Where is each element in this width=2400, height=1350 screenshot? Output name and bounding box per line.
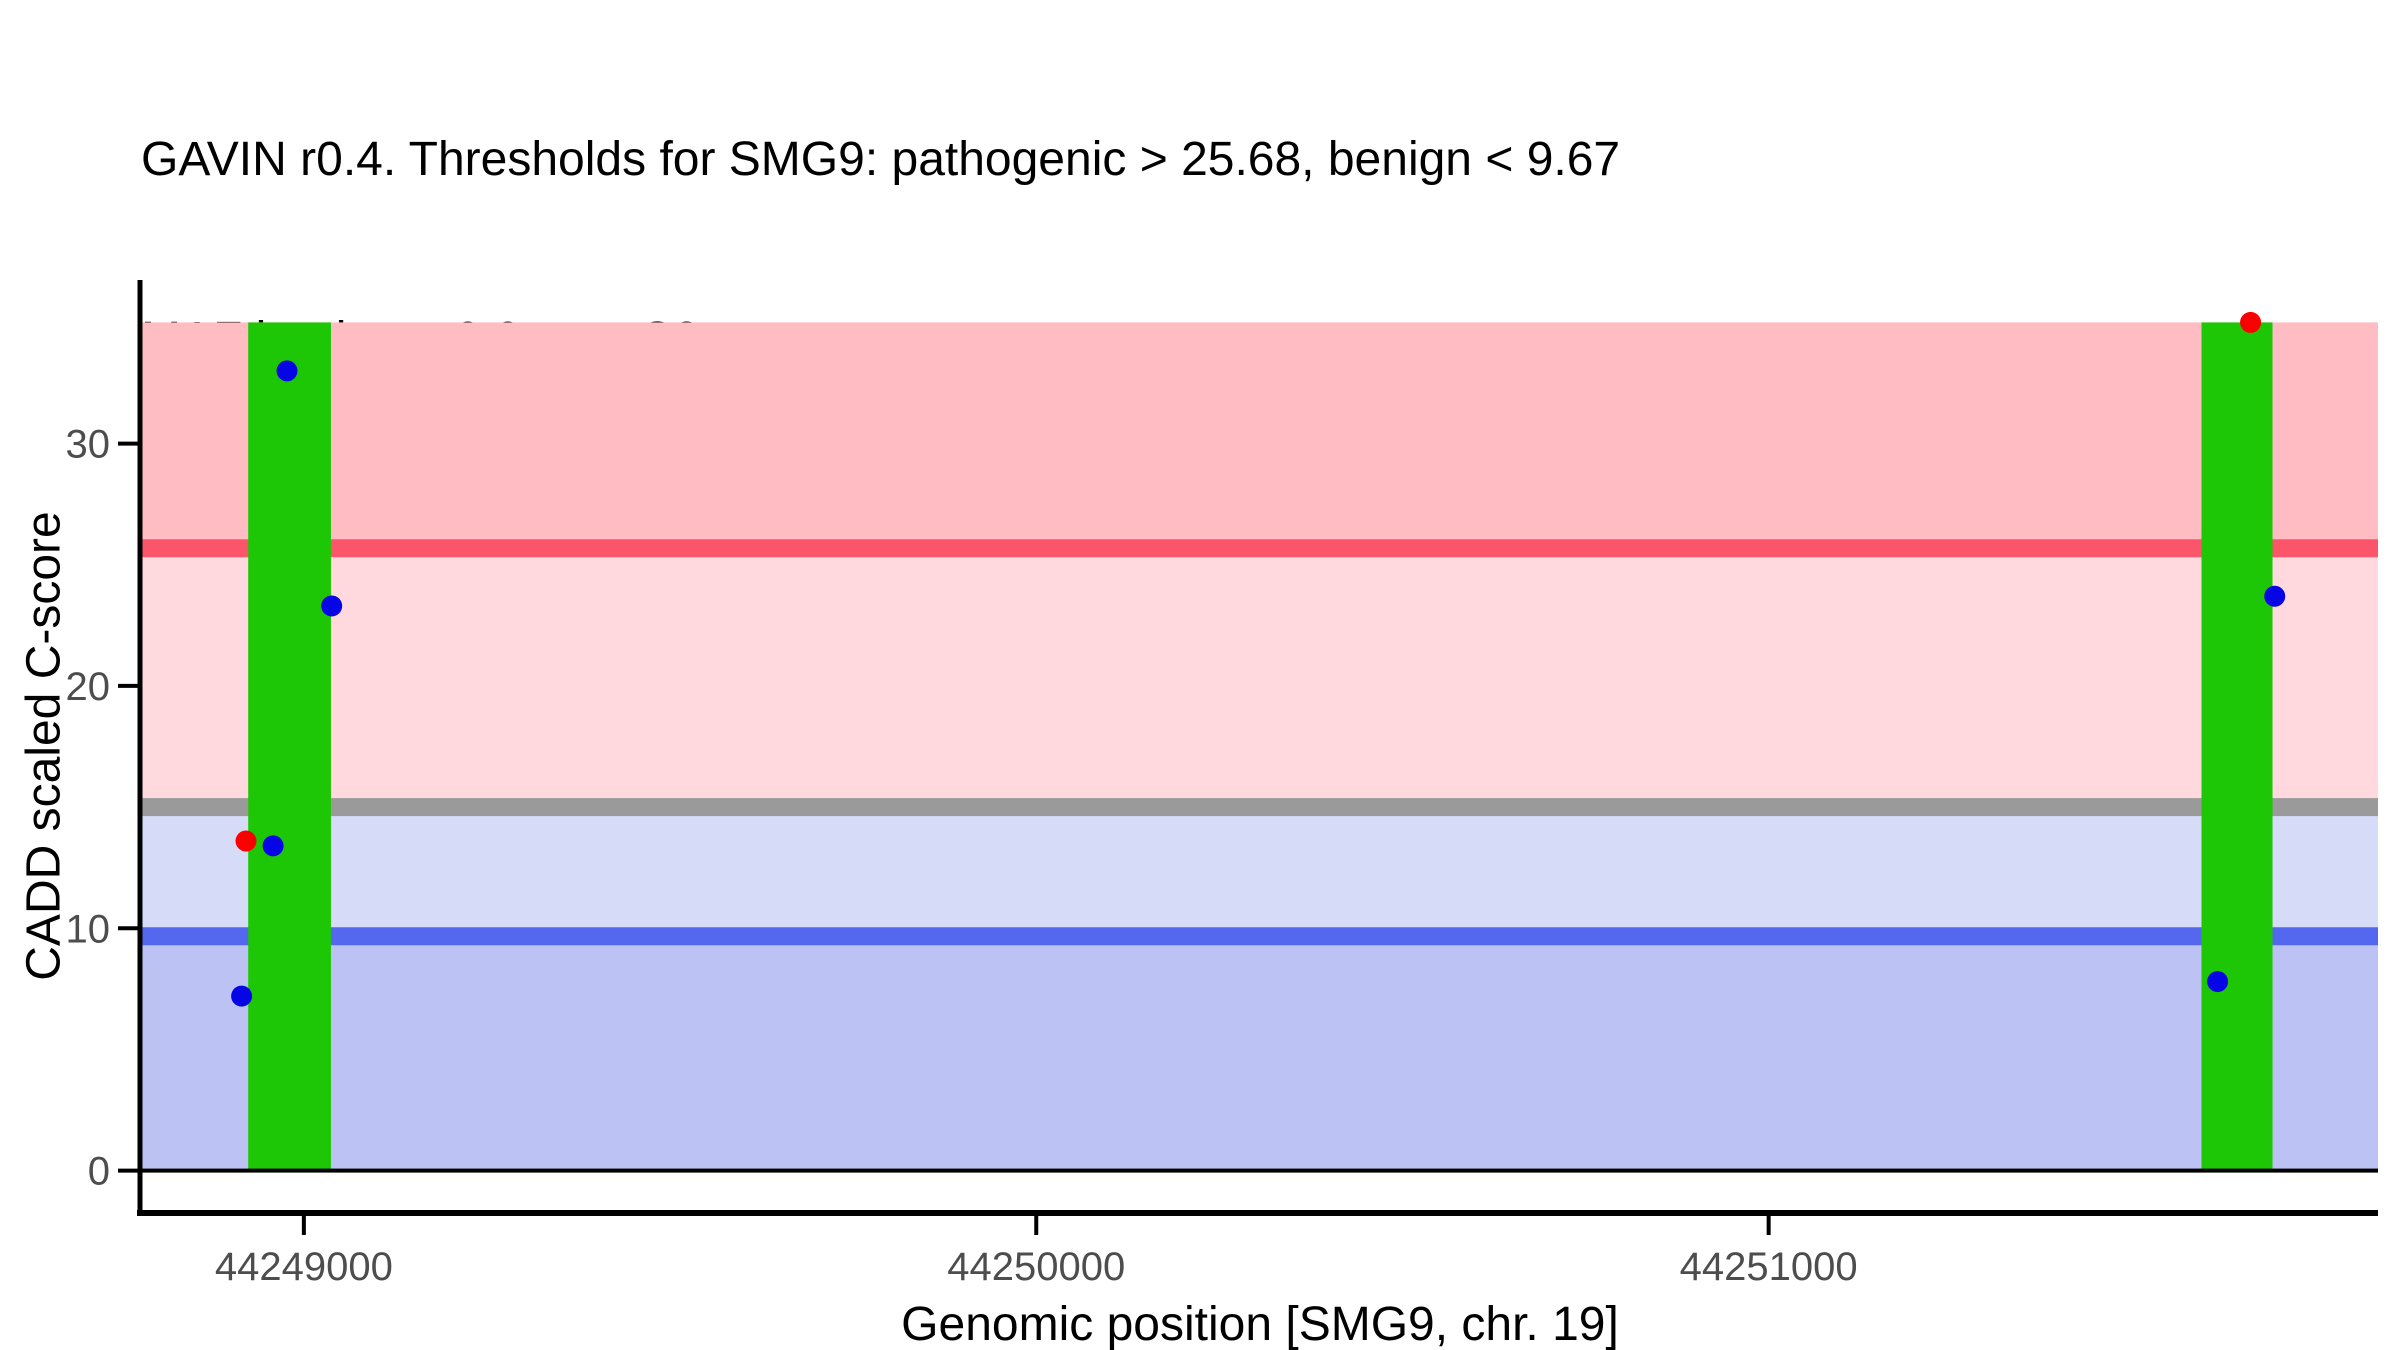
y-tick-label: 30 xyxy=(66,423,111,467)
x-tick-label: 44249000 xyxy=(215,1245,393,1289)
variant-point-gnomad xyxy=(321,595,343,617)
genome-wide-fallback-threshold-line xyxy=(142,798,2378,817)
exon-bar xyxy=(248,322,331,1171)
exon-bar xyxy=(2201,322,2273,1171)
band-likely-benign-zone xyxy=(142,807,2378,937)
band-likely-pathogenic-zone xyxy=(142,548,2378,808)
y-tick-label: 20 xyxy=(66,665,111,709)
variant-point-gnomad xyxy=(2207,971,2229,993)
title-line-1: GAVIN r0.4. Thresholds for SMG9: pathoge… xyxy=(141,133,1621,186)
variant-point-gnomad xyxy=(2264,585,2286,607)
variant-point-gnomad xyxy=(231,985,253,1007)
plot-panel: 44249000 44250000 44251000 0 10 20 30 xyxy=(66,280,2378,1289)
x-axis-title: Genomic position [SMG9, chr. 19] xyxy=(901,1298,1619,1350)
y-tick-label: 10 xyxy=(66,907,111,951)
benign-threshold-line xyxy=(142,927,2378,946)
x-tick-label: 44251000 xyxy=(1680,1245,1858,1289)
band-pathogenic-zone xyxy=(142,322,2378,549)
y-tick-label: 0 xyxy=(88,1150,110,1194)
y-axis-title: CADD scaled C-score xyxy=(17,511,71,981)
zero-baseline xyxy=(142,1168,2378,1173)
band-benign-zone xyxy=(142,936,2378,1171)
pathogenic-threshold-line xyxy=(142,539,2378,558)
variant-point-clinvar xyxy=(235,830,257,852)
variant-point-gnomad xyxy=(276,360,298,382)
variant-point-gnomad xyxy=(262,835,284,857)
x-tick-label: 44250000 xyxy=(947,1245,1125,1289)
variant-point-clinvar xyxy=(2240,311,2262,333)
